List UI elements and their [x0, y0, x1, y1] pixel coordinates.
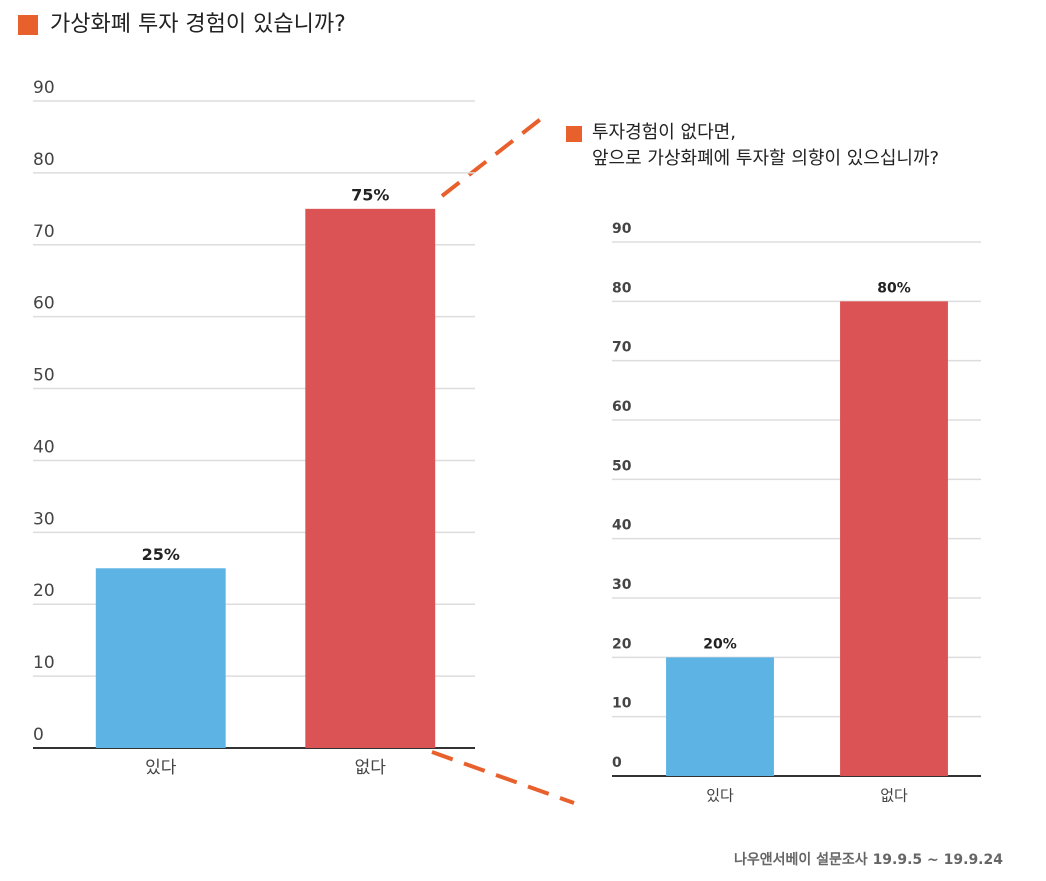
connector — [440, 116, 544, 198]
bar — [840, 301, 948, 776]
x-tick-label: 없다 — [880, 787, 908, 805]
y-tick-label: 20 — [612, 636, 632, 652]
y-tick-label: 20 — [33, 581, 55, 601]
y-tick-label: 80 — [612, 280, 632, 296]
y-tick-label: 90 — [33, 78, 55, 98]
chart-title: 투자경험이 없다면, — [592, 122, 736, 143]
title-marker — [566, 126, 582, 142]
chart-title: 앞으로 가상화폐에 투자할 의향이 있으십니까? — [592, 148, 939, 169]
value-label: 80% — [877, 280, 911, 296]
bar — [666, 657, 774, 776]
y-tick-label: 70 — [33, 222, 55, 242]
y-tick-label: 70 — [612, 340, 632, 356]
x-tick-label: 있다 — [706, 787, 734, 805]
value-label: 25% — [142, 545, 180, 564]
y-tick-label: 0 — [612, 755, 622, 771]
bar — [305, 208, 436, 749]
y-tick-label: 60 — [33, 294, 55, 314]
y-tick-label: 50 — [33, 366, 55, 386]
value-label: 20% — [703, 636, 737, 652]
title-marker — [18, 15, 38, 35]
y-tick-label: 90 — [612, 221, 632, 237]
y-tick-label: 40 — [33, 437, 55, 457]
value-label: 75% — [351, 185, 389, 204]
y-tick-label: 10 — [33, 653, 55, 673]
y-tick-label: 30 — [612, 577, 632, 593]
chart-title: 가상화폐 투자 경험이 있습니까? — [50, 12, 346, 37]
y-tick-label: 0 — [33, 725, 44, 745]
y-tick-label: 30 — [33, 509, 55, 529]
connector — [431, 750, 575, 805]
y-tick-label: 40 — [612, 518, 632, 534]
y-tick-label: 50 — [612, 458, 632, 474]
source: 나우앤서베이 설문조사 19.9.5 ~ 19.9.24 — [734, 851, 1003, 868]
y-tick-label: 60 — [612, 399, 632, 415]
x-tick-label: 없다 — [355, 758, 387, 778]
y-tick-label: 10 — [612, 696, 632, 712]
y-tick-label: 80 — [33, 150, 55, 170]
x-tick-label: 있다 — [145, 758, 177, 778]
bar — [95, 568, 226, 748]
